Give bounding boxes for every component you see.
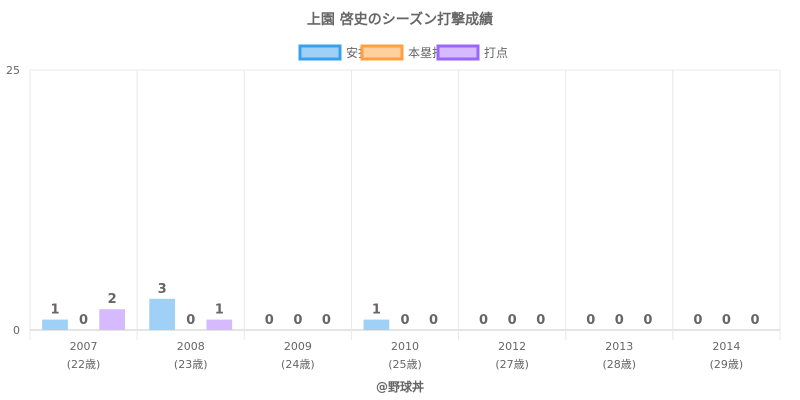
x-tick-label: 2007: [70, 340, 98, 353]
data-label: 2: [108, 292, 117, 307]
data-label: 0: [479, 313, 488, 328]
data-label: 0: [79, 313, 88, 328]
bar: [206, 319, 233, 330]
legend-swatch: [360, 44, 404, 61]
x-tick-sublabel: (24歳): [281, 358, 315, 371]
credit-text: @野球丼: [376, 379, 424, 394]
x-tick-label: 2009: [284, 340, 312, 353]
data-label: 0: [322, 313, 331, 328]
x-tick-sublabel: (28歳): [602, 358, 636, 371]
data-labels: 1 0 2 3 0 1 0 0 0 1 0 0 0 0 0 0 0 0 0 0 0: [50, 282, 759, 328]
data-label: 1: [372, 303, 381, 318]
x-tick-label: 2012: [498, 340, 526, 353]
data-label: 0: [508, 313, 517, 328]
x-tick-label: 2008: [177, 340, 205, 353]
legend-label: 打点: [484, 46, 508, 60]
legend-label: 本塁打: [408, 46, 444, 60]
legend-swatch: [436, 44, 480, 61]
grid: [29, 69, 781, 340]
data-label: 0: [293, 313, 302, 328]
data-label: 0: [615, 313, 624, 328]
data-label: 0: [586, 313, 595, 328]
data-label: 0: [643, 313, 652, 328]
legend[interactable]: 安打 本塁打 打点: [298, 44, 508, 61]
data-label: 3: [158, 282, 167, 297]
legend-item-1[interactable]: 本塁打: [360, 44, 444, 61]
data-label: 1: [215, 303, 224, 318]
y-tick-label: 25: [6, 64, 20, 77]
y-tick-label: 0: [13, 324, 20, 337]
bar: [149, 298, 175, 330]
data-label: 0: [429, 313, 438, 328]
y-axis: 0 25: [6, 64, 20, 337]
bars: [42, 298, 390, 330]
data-label: 0: [400, 313, 409, 328]
data-label: 0: [693, 313, 702, 328]
x-tick-label: 2010: [391, 340, 419, 353]
x-tick-label: 2014: [712, 340, 740, 353]
data-label: 0: [265, 313, 274, 328]
x-tick-sublabel: (23歳): [174, 358, 208, 371]
legend-item-2[interactable]: 打点: [436, 44, 508, 61]
data-label: 0: [186, 313, 195, 328]
data-label: 1: [50, 303, 59, 318]
x-axis: 2007 (22歳) 2008 (23歳) 2009 (24歳) 2010 (25歳) 2012…: [67, 340, 743, 371]
x-tick-label: 2013: [605, 340, 633, 353]
data-label: 0: [750, 313, 759, 328]
legend-swatch: [298, 44, 342, 61]
x-tick-sublabel: (22歳): [67, 358, 101, 371]
x-tick-sublabel: (29歳): [710, 358, 744, 371]
x-tick-sublabel: (27歳): [495, 358, 529, 371]
legend-item-0[interactable]: 安打: [298, 44, 370, 61]
chart-title: 上園 啓史のシーズン打撃成績: [307, 11, 493, 28]
data-label: 0: [722, 313, 731, 328]
data-label: 0: [536, 313, 545, 328]
x-tick-sublabel: (25歳): [388, 358, 422, 371]
bar: [363, 319, 390, 330]
bar: [42, 319, 68, 330]
bar: [99, 309, 125, 330]
